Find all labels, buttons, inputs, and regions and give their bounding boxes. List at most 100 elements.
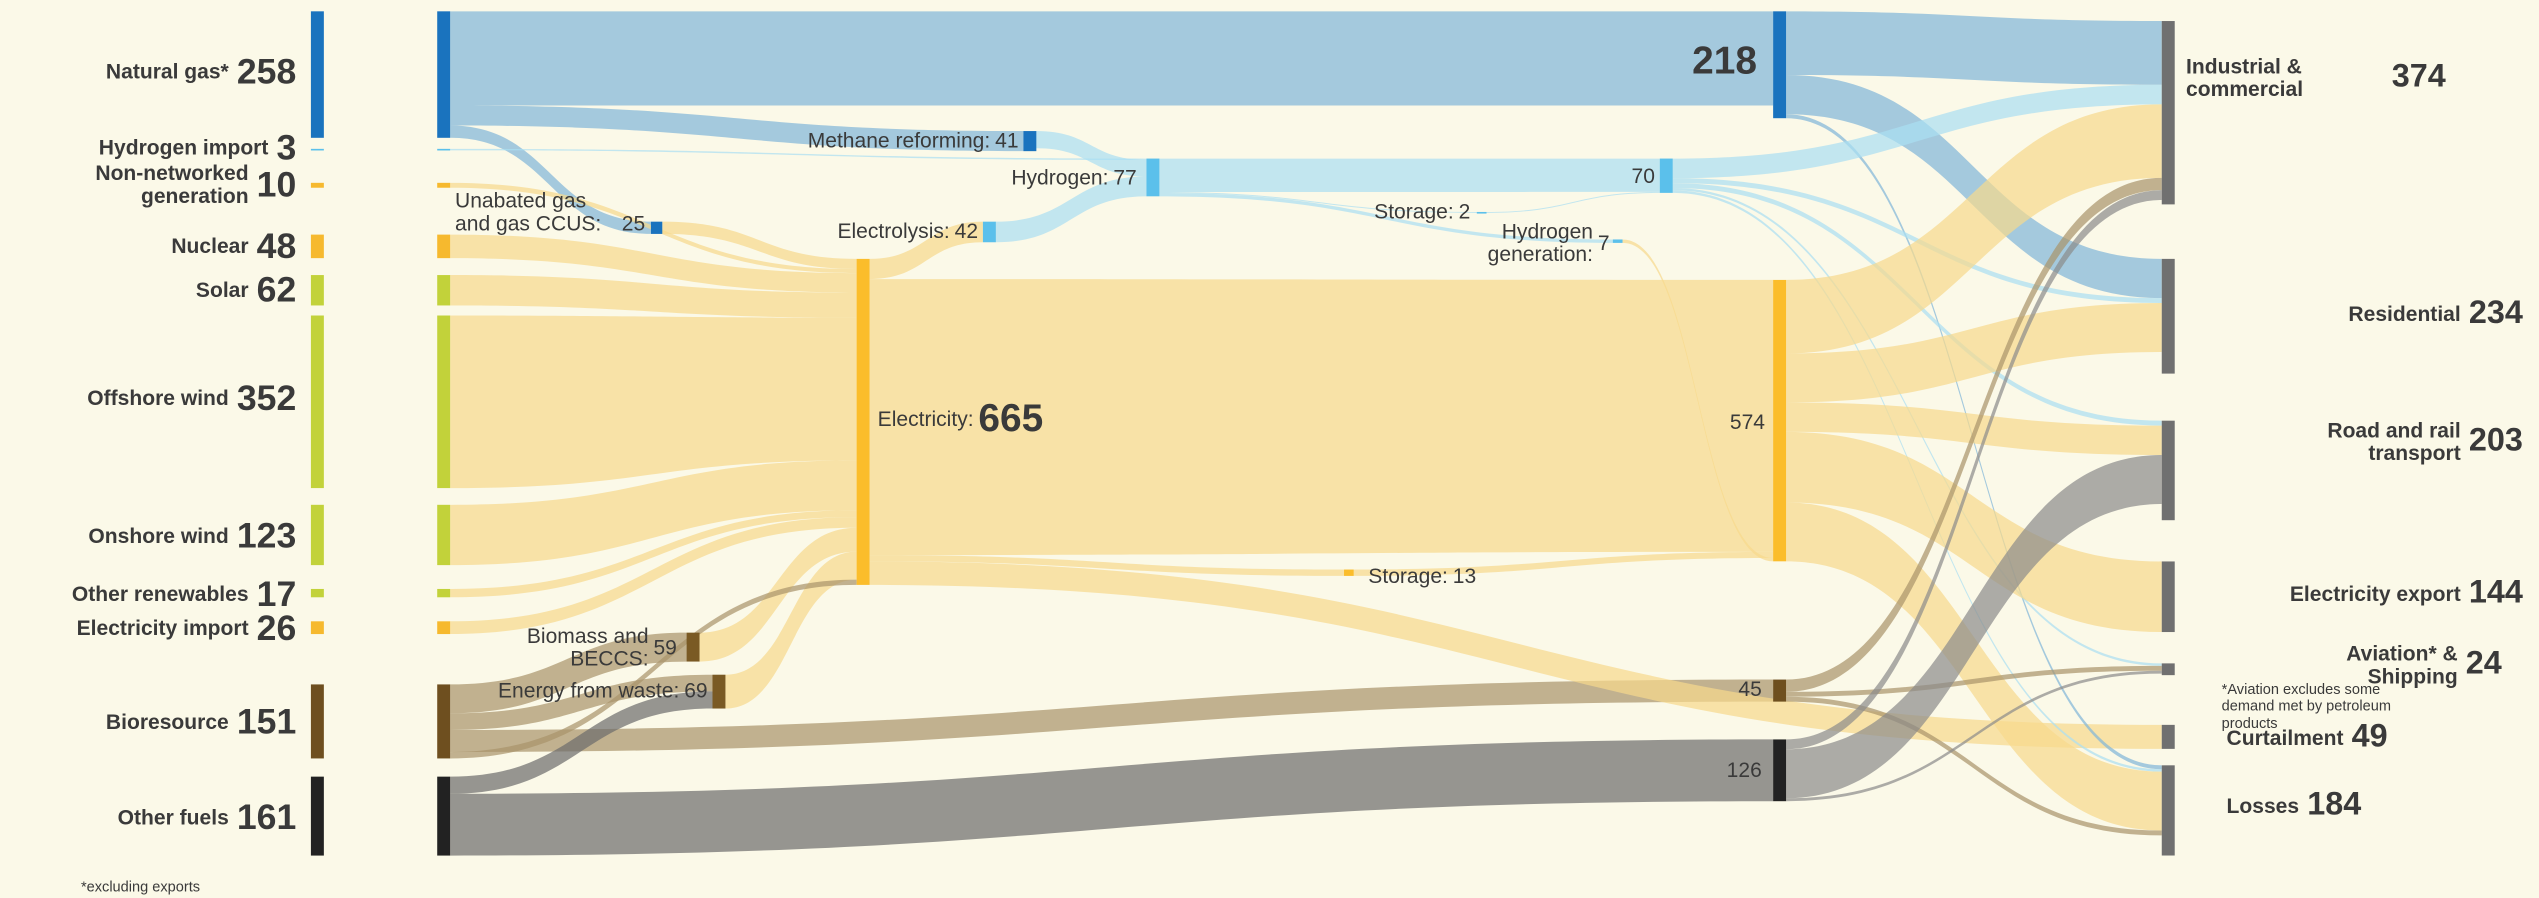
- flow: [1786, 696, 2162, 836]
- node-value: 184: [2307, 787, 2362, 823]
- node-bar: [437, 182, 451, 188]
- node-label: Hydrogen import 3: [98, 128, 297, 166]
- node-value: 41: [995, 128, 1019, 153]
- flow: [450, 632, 687, 714]
- node-label: Other fuels 161: [118, 798, 297, 836]
- flow: [450, 148, 1147, 160]
- node-bar: [686, 632, 700, 662]
- node-label: Losses 184: [2227, 787, 2362, 823]
- flow: [450, 739, 1774, 856]
- node-bar: [310, 11, 324, 138]
- flow: [1159, 158, 1660, 193]
- node-name: Storage:: [1368, 563, 1448, 588]
- flow: [995, 176, 1147, 243]
- node-value: 10: [256, 164, 297, 205]
- node-label: Bioresource 151: [106, 701, 297, 742]
- node-name: Hydrogen import: [98, 134, 269, 159]
- flow: [1786, 11, 2162, 85]
- node-value: 48: [256, 225, 297, 267]
- node-bar: [1476, 211, 1487, 214]
- node-label: Curtailment 49: [2227, 719, 2388, 755]
- node-bar: [310, 234, 324, 259]
- node-value: 24: [2465, 646, 2502, 682]
- node-label: Storage: 13: [1368, 565, 1476, 587]
- node-bar: [650, 221, 663, 234]
- flow: [869, 561, 2162, 749]
- flow: [450, 579, 857, 759]
- node-label: Methane reforming: 41: [808, 128, 1019, 153]
- flow: [450, 275, 857, 318]
- aviation-note: *Aviation excludes some demand met by pe…: [2221, 681, 2391, 731]
- node-bar: [310, 315, 324, 489]
- node-bar: [310, 275, 324, 306]
- node-label: Electricity export 144: [2290, 576, 2523, 611]
- flow: [662, 221, 857, 270]
- node-name: Hydrogen:: [1011, 165, 1109, 190]
- flow: [869, 279, 1774, 556]
- node-name: Energy from waste:: [497, 678, 680, 703]
- node-name: Electrolysis:: [837, 218, 950, 243]
- node-value: 59: [653, 634, 677, 659]
- node-label: Natural gas* 258: [105, 52, 296, 90]
- node-bar: [310, 182, 324, 188]
- flow: [1786, 402, 2162, 455]
- node-name: Solar: [195, 276, 249, 302]
- node-name: Offshore wind: [87, 385, 229, 410]
- node-value: 62: [256, 269, 297, 310]
- node-bar: [1773, 279, 1787, 562]
- node-name: Residential: [2348, 301, 2461, 326]
- node-label: Aviation* & Shipping 24: [2260, 642, 2502, 687]
- node-label: Biomass and BECCS: 59: [451, 624, 677, 669]
- flow: [1159, 192, 1477, 213]
- node-bar: [1612, 239, 1623, 243]
- node-label: Electrolysis: 42: [837, 220, 978, 242]
- node-value: 374: [2391, 59, 2446, 95]
- node-value: 203: [2468, 423, 2523, 459]
- node-value: 352: [236, 377, 297, 419]
- flow: [1486, 191, 1660, 213]
- flow: [869, 221, 983, 280]
- flow: [450, 315, 857, 489]
- node-value: 25: [621, 210, 646, 235]
- node-value: 13: [1452, 563, 1477, 588]
- node-value: 574: [1729, 409, 1766, 434]
- node-bar: [2161, 420, 2175, 521]
- node-bar: [437, 275, 451, 306]
- node-value: 26: [256, 607, 297, 648]
- flow: [1036, 131, 1147, 177]
- node-bar: [1773, 679, 1787, 702]
- flow: [1786, 104, 2162, 354]
- node-bar: [437, 11, 451, 138]
- node-label: 45: [1738, 678, 1761, 700]
- flow: [725, 551, 857, 709]
- node-bar: [2161, 663, 2175, 676]
- flow: [1672, 84, 2162, 179]
- node-bar: [2161, 21, 2175, 205]
- node-value: 42: [954, 218, 979, 243]
- flow: [1786, 431, 2162, 633]
- node-value: 218: [1692, 39, 1757, 84]
- node-bar: [1773, 11, 1787, 119]
- flows: [450, 11, 2162, 856]
- node-bar: [310, 588, 324, 598]
- node-value: 151: [236, 701, 297, 742]
- node-value: 123: [236, 515, 297, 556]
- node-name: Natural gas*: [105, 58, 229, 83]
- node-value: 665: [978, 397, 1044, 441]
- node-value: 49: [2351, 719, 2388, 755]
- node-value: 234: [2468, 295, 2523, 331]
- node-name: Storage:: [1374, 199, 1454, 224]
- node-value: 70: [1631, 163, 1655, 188]
- node-label: 218: [1692, 41, 1757, 82]
- node-bar: [310, 504, 324, 566]
- node-value: 126: [1726, 757, 1762, 782]
- node-bar: [310, 684, 324, 759]
- node-label: Solar 62: [195, 269, 297, 310]
- node-name: Non-networked generation: [95, 160, 249, 208]
- flow: [1786, 502, 2162, 831]
- flow: [450, 510, 857, 598]
- node-name: Other renewables: [71, 581, 249, 606]
